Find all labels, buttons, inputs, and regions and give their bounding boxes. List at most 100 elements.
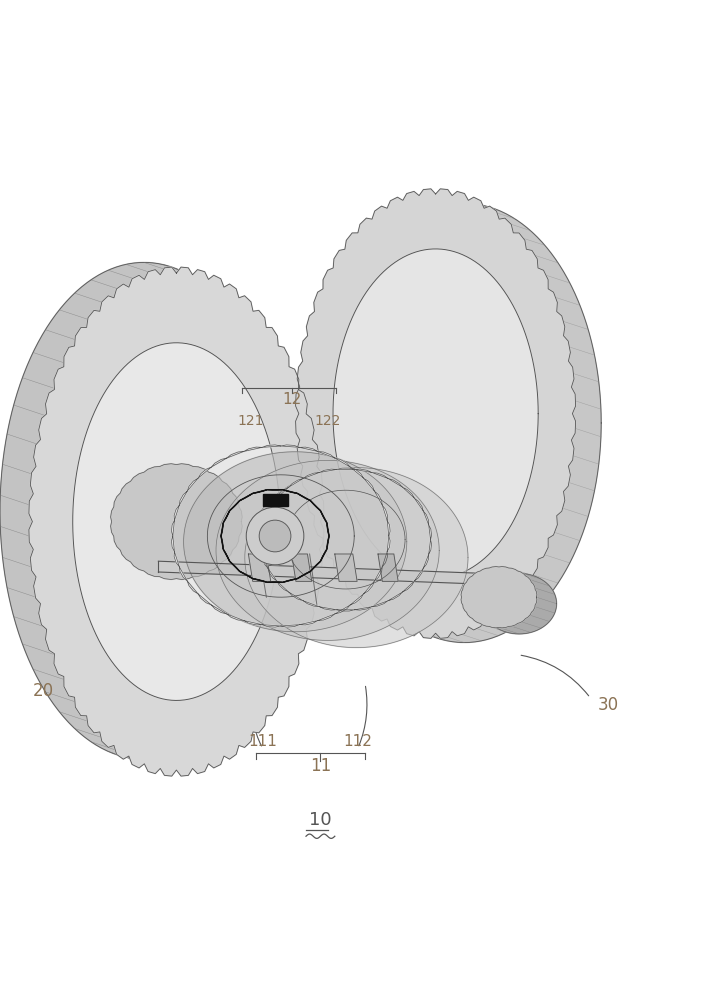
Polygon shape: [277, 487, 289, 498]
Polygon shape: [260, 525, 263, 540]
Polygon shape: [174, 505, 179, 520]
Polygon shape: [212, 605, 227, 614]
Polygon shape: [402, 487, 414, 498]
Polygon shape: [216, 460, 439, 640]
Polygon shape: [297, 493, 310, 501]
Polygon shape: [337, 468, 354, 469]
Polygon shape: [335, 605, 350, 614]
Polygon shape: [374, 491, 382, 505]
Polygon shape: [327, 523, 329, 536]
Polygon shape: [414, 568, 423, 581]
Polygon shape: [260, 540, 263, 554]
Circle shape: [246, 507, 304, 565]
Polygon shape: [283, 490, 297, 493]
Polygon shape: [277, 581, 289, 592]
Polygon shape: [300, 447, 318, 451]
Polygon shape: [187, 581, 198, 594]
Polygon shape: [350, 467, 364, 478]
Polygon shape: [245, 468, 468, 648]
Polygon shape: [402, 581, 414, 592]
Polygon shape: [292, 554, 312, 581]
Text: 122: 122: [315, 414, 341, 428]
Polygon shape: [318, 614, 335, 621]
Polygon shape: [428, 540, 431, 554]
Polygon shape: [227, 451, 244, 458]
Polygon shape: [174, 552, 179, 567]
Polygon shape: [223, 511, 230, 523]
Polygon shape: [268, 568, 277, 581]
Polygon shape: [187, 478, 198, 491]
Polygon shape: [248, 554, 271, 581]
Polygon shape: [387, 536, 390, 552]
Polygon shape: [337, 610, 354, 611]
Text: 20: 20: [32, 682, 54, 700]
Polygon shape: [378, 554, 398, 581]
Text: 10: 10: [309, 811, 332, 829]
Polygon shape: [303, 601, 320, 607]
Polygon shape: [230, 561, 240, 571]
Polygon shape: [73, 343, 280, 700]
Polygon shape: [372, 472, 388, 478]
Polygon shape: [230, 501, 240, 511]
Polygon shape: [320, 607, 337, 610]
Polygon shape: [289, 478, 303, 487]
Polygon shape: [310, 561, 320, 571]
Polygon shape: [423, 554, 428, 568]
Polygon shape: [335, 554, 357, 581]
Text: 112: 112: [343, 734, 372, 749]
Polygon shape: [262, 445, 281, 447]
Polygon shape: [354, 607, 372, 610]
Polygon shape: [310, 501, 320, 511]
Polygon shape: [263, 554, 268, 568]
Polygon shape: [240, 571, 253, 579]
Polygon shape: [263, 511, 268, 525]
Polygon shape: [212, 458, 227, 467]
Polygon shape: [327, 536, 329, 549]
Text: 11: 11: [310, 757, 331, 775]
Polygon shape: [387, 520, 390, 536]
Polygon shape: [184, 452, 407, 632]
Polygon shape: [111, 464, 242, 579]
Polygon shape: [221, 523, 223, 536]
Text: 30: 30: [598, 696, 619, 714]
Polygon shape: [0, 262, 288, 759]
Polygon shape: [300, 621, 318, 625]
Polygon shape: [333, 249, 539, 578]
Polygon shape: [388, 478, 402, 487]
Polygon shape: [350, 594, 364, 605]
Polygon shape: [262, 625, 281, 627]
Polygon shape: [281, 625, 300, 627]
Polygon shape: [244, 621, 262, 625]
Polygon shape: [364, 581, 374, 594]
Polygon shape: [268, 498, 277, 511]
Polygon shape: [372, 601, 388, 607]
Polygon shape: [303, 472, 320, 478]
Polygon shape: [428, 525, 431, 540]
Polygon shape: [283, 579, 297, 582]
Polygon shape: [374, 567, 382, 581]
Polygon shape: [158, 561, 504, 585]
Polygon shape: [382, 505, 387, 520]
Polygon shape: [227, 614, 244, 621]
Polygon shape: [179, 491, 187, 505]
Polygon shape: [171, 520, 174, 536]
Polygon shape: [297, 571, 310, 579]
Polygon shape: [198, 594, 212, 605]
Polygon shape: [414, 498, 423, 511]
Polygon shape: [335, 458, 350, 467]
Polygon shape: [364, 478, 374, 491]
Circle shape: [259, 520, 291, 552]
Polygon shape: [263, 494, 288, 506]
Text: 121: 121: [238, 414, 264, 428]
Polygon shape: [318, 451, 335, 458]
Polygon shape: [382, 552, 387, 567]
Polygon shape: [296, 189, 575, 638]
Polygon shape: [388, 592, 402, 601]
Polygon shape: [240, 493, 253, 501]
Polygon shape: [244, 447, 262, 451]
Polygon shape: [29, 267, 324, 776]
Polygon shape: [253, 579, 267, 582]
Polygon shape: [289, 592, 303, 601]
Polygon shape: [179, 567, 187, 581]
Text: 111: 111: [248, 734, 277, 749]
